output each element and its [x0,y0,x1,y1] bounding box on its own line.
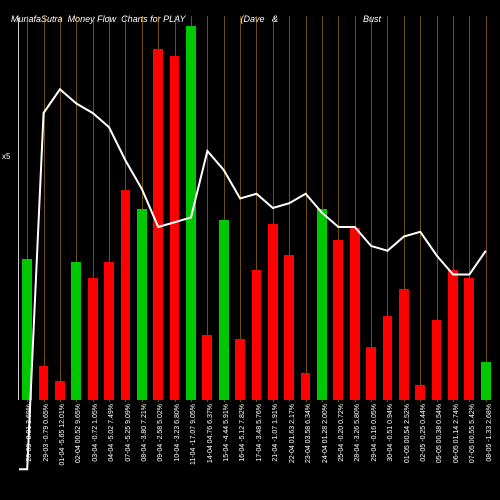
y-axis-tick: x5 [2,152,10,161]
chart-plot-area [18,18,494,400]
chart-title: MunafaSutra Money Flow Charts for PLAY (… [0,0,500,18]
overlay-line [19,18,494,493]
